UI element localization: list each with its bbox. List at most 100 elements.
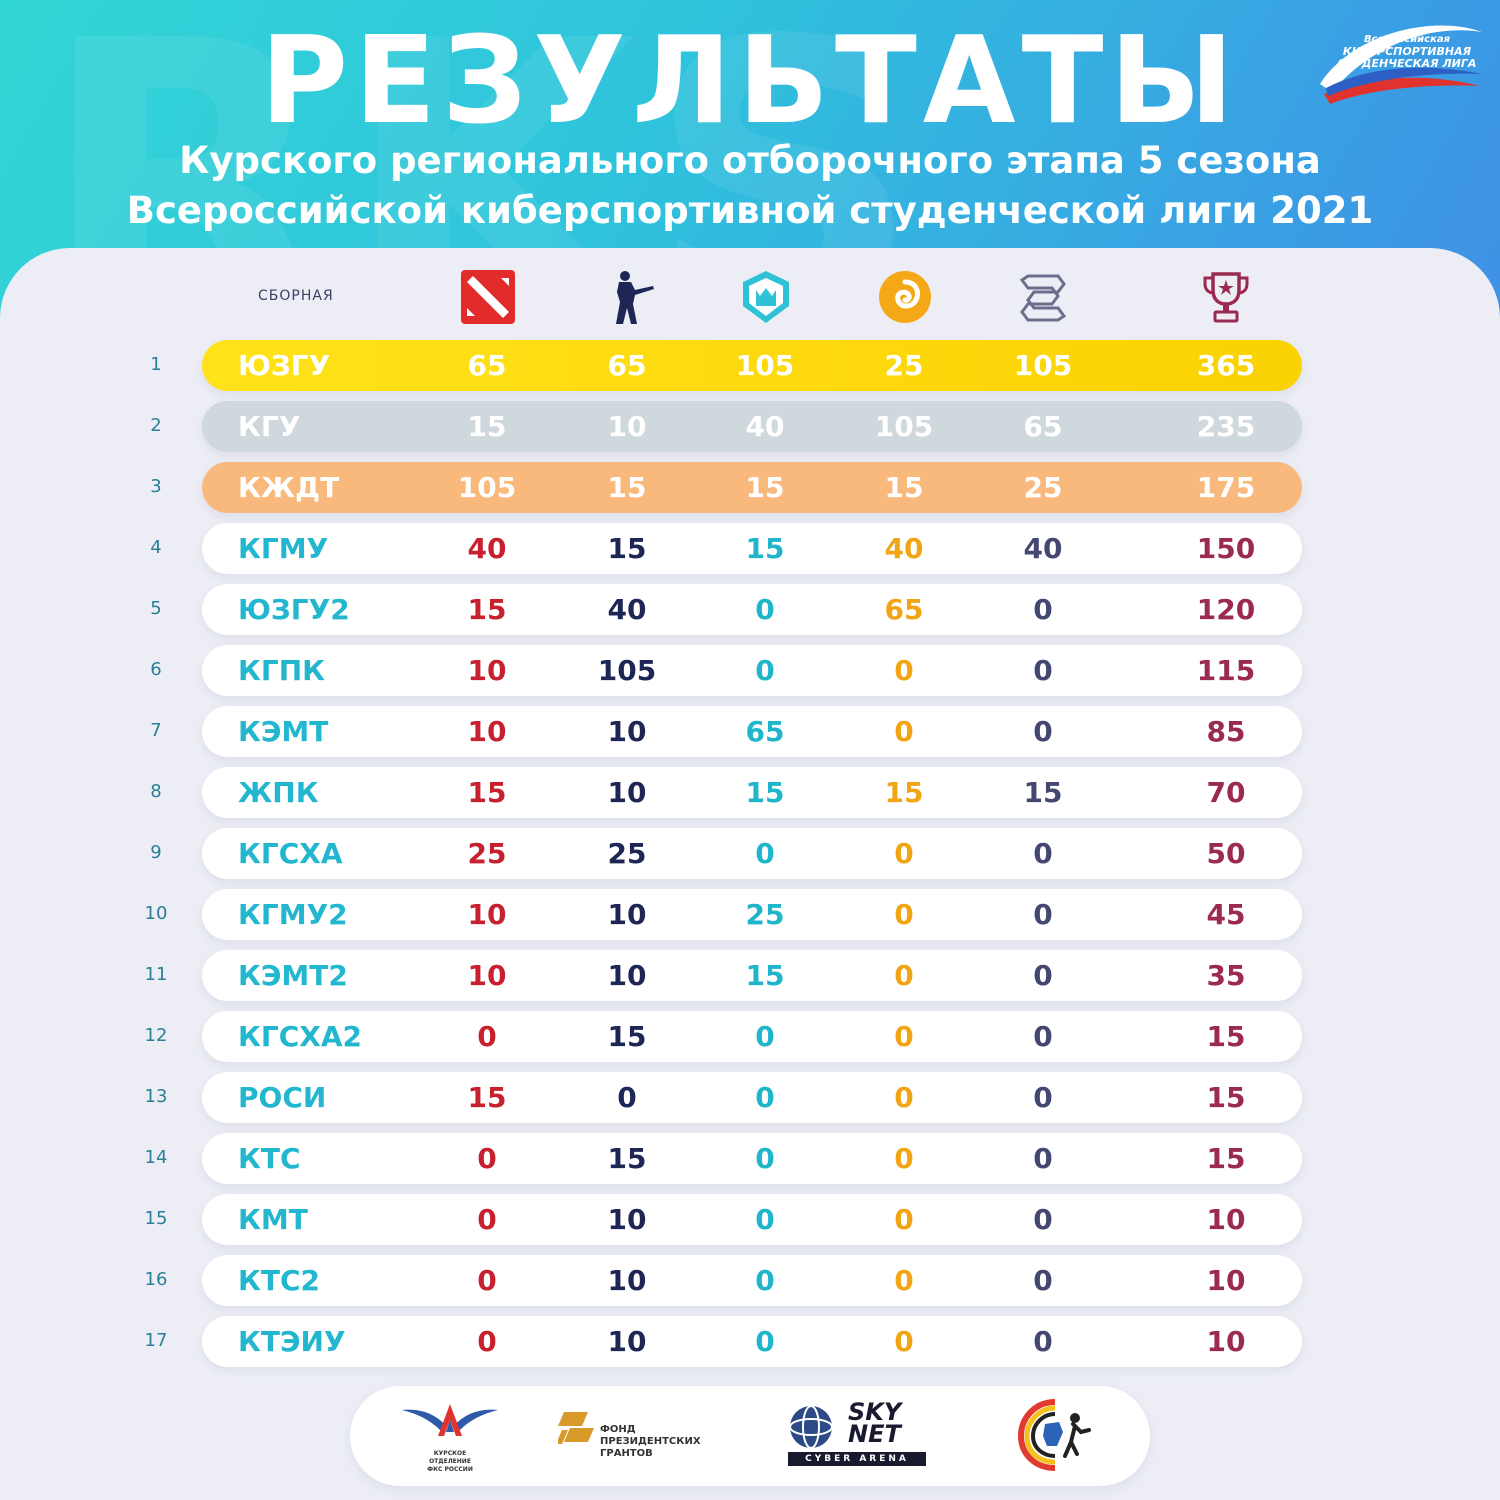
rank-number: 7: [150, 720, 162, 741]
rank-number: 15: [144, 1208, 168, 1229]
team-name: КГСХА2: [238, 1020, 363, 1053]
score-cell: 10: [467, 654, 507, 687]
table-row: ЮЗГУ 65 65 105 25 105 365: [202, 340, 1302, 391]
score-cell: 10: [607, 776, 647, 809]
team-name: КЖДТ: [238, 471, 340, 504]
score-cell: 25: [745, 898, 785, 931]
page-subtitle-line1: Курского регионального отборочного этапа…: [179, 139, 1321, 182]
grants-caption: ФОНД ПРЕЗИДЕНТСКИХ ГРАНТОВ: [600, 1424, 701, 1459]
score-cell: 0: [755, 654, 775, 687]
score-cell: 0: [894, 959, 914, 992]
score-cell: 0: [894, 654, 914, 687]
total-cell: 35: [1206, 959, 1246, 992]
score-cell: 10: [607, 1264, 647, 1297]
total-cell: 10: [1206, 1264, 1246, 1297]
score-cell: 40: [607, 593, 647, 626]
score-cell: 15: [745, 532, 785, 565]
total-cell: 15: [1206, 1142, 1246, 1175]
score-cell: 40: [884, 532, 924, 565]
team-name: КЭМТ: [238, 715, 329, 748]
team-name: ЮЗГУ: [238, 349, 331, 382]
score-cell: 15: [884, 776, 924, 809]
score-cell: 0: [755, 1020, 775, 1053]
league-logo-line2: КИБЕРСПОРТИВНАЯ: [1342, 45, 1472, 58]
team-name: ЮЗГУ2: [238, 593, 350, 626]
league-logo: Всероссийская КИБЕРСПОРТИВНАЯ СТУДЕНЧЕСК…: [1312, 14, 1488, 114]
score-cell: 0: [1033, 654, 1053, 687]
score-cell: 0: [755, 1203, 775, 1236]
rank-number: 13: [144, 1086, 168, 1107]
score-cell: 0: [894, 898, 914, 931]
total-cell: 10: [1206, 1203, 1246, 1236]
score-cell: 25: [884, 349, 924, 382]
page-subtitle-line2: Всероссийской киберспортивной студенческ…: [126, 189, 1374, 232]
total-cell: 15: [1206, 1020, 1246, 1053]
rank-number: 12: [144, 1025, 168, 1046]
table-row: КГМУ2 10 10 25 0 0 45: [202, 889, 1302, 940]
score-cell: 15: [745, 776, 785, 809]
team-name: КТЭИУ: [238, 1325, 346, 1358]
team-name: ЖПК: [238, 776, 319, 809]
score-cell: 10: [607, 959, 647, 992]
score-cell: 10: [467, 898, 507, 931]
skynet-sub-text: CYBER ARENA: [788, 1452, 926, 1466]
table-row: РОСИ 15 0 0 0 0 15: [202, 1072, 1302, 1123]
league-logo-line1: Всероссийская: [1363, 34, 1451, 45]
table-row: КГСХА2 0 15 0 0 0 15: [202, 1011, 1302, 1062]
total-cell: 365: [1196, 349, 1256, 382]
team-name: КГУ: [238, 410, 301, 443]
total-cell: 45: [1206, 898, 1246, 931]
score-cell: 10: [467, 715, 507, 748]
score-cell: 40: [745, 410, 785, 443]
score-cell: 15: [467, 776, 507, 809]
starcraft-icon: [1019, 274, 1067, 322]
rank-number: 17: [144, 1330, 168, 1351]
table-row: КТЭИУ 0 10 0 0 0 10: [202, 1316, 1302, 1367]
team-name: КГСХА: [238, 837, 343, 870]
rank-number: 4: [150, 537, 162, 558]
team-name: КМТ: [238, 1203, 308, 1236]
score-cell: 105: [597, 654, 657, 687]
kursk-sport-emblem-icon: [1017, 1399, 1091, 1471]
table-row: ЮЗГУ2 15 40 0 65 0 120: [202, 584, 1302, 635]
score-cell: 65: [467, 349, 507, 382]
table-row: КТС2 0 10 0 0 0 10: [202, 1255, 1302, 1306]
score-cell: 25: [467, 837, 507, 870]
team-name: КГМУ2: [238, 898, 348, 931]
rank-number: 5: [150, 598, 162, 619]
rank-number: 3: [150, 476, 162, 497]
fks-kursk-logo: КУРСКОЕ ОТДЕЛЕНИЕ ФКС РОССИИ: [400, 1396, 500, 1476]
score-cell: 0: [755, 837, 775, 870]
total-cell: 70: [1206, 776, 1246, 809]
score-cell: 0: [755, 1142, 775, 1175]
rank-number: 10: [144, 903, 168, 924]
team-name: РОСИ: [238, 1081, 327, 1114]
score-cell: 65: [1023, 410, 1063, 443]
table-row: КГСХА 25 25 0 0 0 50: [202, 828, 1302, 879]
score-cell: 10: [607, 898, 647, 931]
page-title: РЕЗУЛЬТАТЫ: [260, 12, 1240, 151]
score-cell: 0: [894, 1203, 914, 1236]
score-cell: 0: [755, 1264, 775, 1297]
score-cell: 15: [607, 471, 647, 504]
score-cell: 65: [607, 349, 647, 382]
score-cell: 0: [617, 1081, 637, 1114]
total-cell: 85: [1206, 715, 1246, 748]
skynet-cyber-arena-logo: SKY NET CYBER ARENA: [788, 1396, 928, 1476]
rank-number: 2: [150, 415, 162, 436]
total-cell: 10: [1206, 1325, 1246, 1358]
score-cell: 0: [477, 1142, 497, 1175]
total-cell: 235: [1196, 410, 1256, 443]
score-cell: 15: [467, 593, 507, 626]
score-cell: 0: [477, 1325, 497, 1358]
dota2-icon: [461, 270, 515, 324]
table-row: КЭМТ 10 10 65 0 0 85: [202, 706, 1302, 757]
total-cell: 150: [1196, 532, 1256, 565]
score-cell: 0: [894, 715, 914, 748]
sponsors-bar: КУРСКОЕ ОТДЕЛЕНИЕ ФКС РОССИИ ФОНД ПРЕЗИД…: [350, 1386, 1150, 1486]
score-cell: 15: [467, 410, 507, 443]
score-cell: 0: [894, 1020, 914, 1053]
score-cell: 0: [894, 1081, 914, 1114]
score-cell: 10: [607, 1325, 647, 1358]
score-cell: 0: [1033, 837, 1053, 870]
